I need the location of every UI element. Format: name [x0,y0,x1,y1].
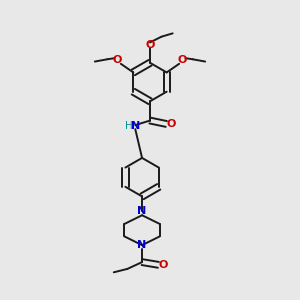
Text: O: O [178,56,187,65]
Text: O: O [167,119,176,129]
Text: O: O [159,260,168,270]
Text: O: O [113,56,122,65]
Text: N: N [131,121,140,131]
Text: N: N [137,240,147,250]
Text: O: O [145,40,155,50]
Text: H: H [125,121,133,131]
Text: N: N [137,206,147,216]
